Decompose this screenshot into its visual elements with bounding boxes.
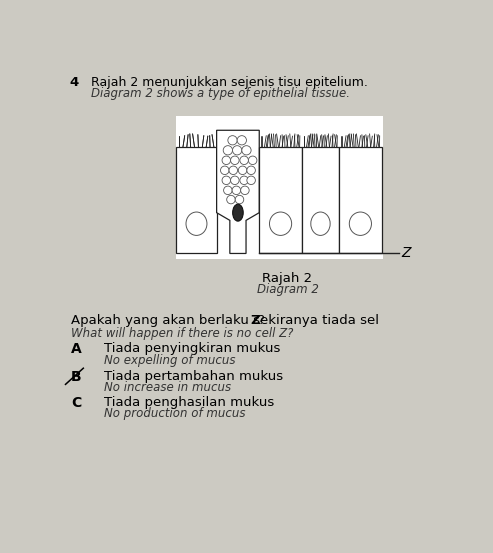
Text: A: A	[71, 342, 82, 356]
Circle shape	[247, 176, 255, 185]
Circle shape	[229, 166, 238, 175]
Text: Rajah 2 menunjukkan sejenis tisu epitelium.: Rajah 2 menunjukkan sejenis tisu epiteli…	[91, 76, 368, 88]
Circle shape	[224, 186, 232, 195]
Text: Rajah 2: Rajah 2	[262, 272, 313, 285]
Ellipse shape	[311, 212, 330, 236]
Circle shape	[220, 166, 229, 175]
Ellipse shape	[270, 212, 292, 236]
Text: Tiada pertambahan mukus: Tiada pertambahan mukus	[104, 370, 283, 383]
Circle shape	[238, 166, 247, 175]
Circle shape	[228, 135, 237, 145]
Circle shape	[222, 156, 231, 165]
Text: ?: ?	[257, 314, 264, 327]
Circle shape	[235, 195, 244, 204]
Text: Diagram 2 shows a type of epithelial tissue.: Diagram 2 shows a type of epithelial tis…	[91, 87, 350, 100]
Text: Z: Z	[401, 247, 411, 260]
Circle shape	[227, 195, 235, 204]
Text: C: C	[71, 396, 81, 410]
Circle shape	[240, 156, 248, 165]
Text: No production of mucus: No production of mucus	[104, 408, 246, 420]
Ellipse shape	[233, 204, 243, 221]
Text: No expelling of mucus: No expelling of mucus	[104, 353, 236, 367]
Circle shape	[232, 186, 241, 195]
Text: 4: 4	[70, 76, 78, 88]
Circle shape	[231, 176, 239, 185]
Circle shape	[237, 135, 246, 145]
Text: Tiada penghasilan mukus: Tiada penghasilan mukus	[104, 396, 275, 409]
Bar	[176, 147, 216, 253]
Circle shape	[223, 145, 233, 155]
Ellipse shape	[186, 212, 207, 236]
Bar	[176, 117, 383, 259]
Ellipse shape	[350, 212, 371, 236]
Circle shape	[231, 156, 239, 165]
Circle shape	[242, 145, 251, 155]
Circle shape	[247, 166, 255, 175]
Text: B: B	[71, 370, 81, 384]
Text: Z: Z	[250, 314, 260, 327]
Polygon shape	[216, 131, 259, 253]
Text: Diagram 2: Diagram 2	[256, 283, 318, 296]
Circle shape	[222, 176, 231, 185]
Circle shape	[233, 145, 242, 155]
Circle shape	[248, 156, 257, 165]
Circle shape	[240, 176, 248, 185]
Text: What will happen if there is no cell Z?: What will happen if there is no cell Z?	[71, 327, 293, 340]
Bar	[259, 147, 302, 253]
Text: Apakah yang akan berlaku sekiranya tiada sel: Apakah yang akan berlaku sekiranya tiada…	[71, 314, 383, 327]
Bar	[302, 147, 339, 253]
Circle shape	[241, 186, 249, 195]
Text: Tiada penyingkiran mukus: Tiada penyingkiran mukus	[104, 342, 281, 355]
Bar	[339, 147, 382, 253]
Text: No increase in mucus: No increase in mucus	[104, 381, 231, 394]
